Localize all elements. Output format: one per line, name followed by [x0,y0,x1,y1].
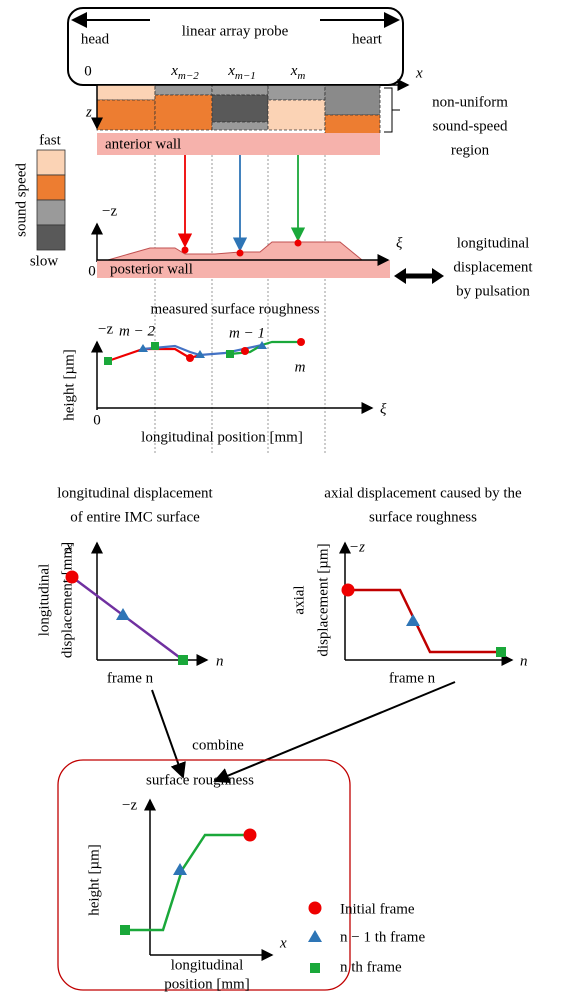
legend-marker [310,963,320,973]
legend-label: n − 1 th frame [340,929,425,945]
trace [125,835,250,930]
label: m [295,359,306,375]
marker [66,571,79,584]
point [237,250,244,257]
diagram: head linear array probe heart 0 xm−2 xm−… [0,0,565,996]
label: heart [352,31,383,47]
label: displacement [453,259,533,275]
legend-label: Initial frame [340,901,415,917]
title: axial displacement caused by the [324,485,522,501]
label: 0 [84,63,92,79]
label: fast [39,132,61,148]
arrow [152,690,183,777]
marker [244,829,257,842]
label: longitudinal [457,235,530,251]
label-part: m−2 [178,70,199,82]
label: height [µm] [86,844,102,916]
label: 0 [93,412,101,428]
label: position [mm] [164,976,249,992]
point [182,247,189,254]
title: surface roughness [146,772,254,788]
label: frame n [389,670,436,686]
label: ξ [396,235,403,251]
title: of entire IMC surface [70,509,200,525]
label: height [µm] [61,349,77,421]
label: −z [98,321,113,337]
label: sound speed [13,163,29,237]
label-part: m−1 [235,70,256,82]
label: axial [291,585,307,614]
title: longitudinal displacement [57,485,213,501]
bracket [384,88,400,132]
label: −z [102,203,117,219]
arrow [215,682,455,781]
marker [496,647,506,657]
label: n [520,653,528,669]
label: linear array probe [182,23,289,39]
legend-label: n th frame [340,959,402,975]
marker [120,925,130,935]
marker [178,655,188,665]
label: −z [349,539,365,555]
label: 0 [88,263,96,279]
legend-marker [308,930,322,942]
legend-marker [309,902,322,915]
label: head [81,31,110,47]
title: measured surface roughness [150,301,319,317]
label: longitudinal [171,957,244,973]
label: region [451,142,490,158]
label: slow [30,253,59,269]
speed-scale [37,150,65,250]
label: x [415,65,423,81]
label: non-uniform [432,94,508,110]
label: by pulsation [456,283,530,299]
roughness [108,242,362,260]
marker [116,608,130,620]
blocks [97,85,380,135]
label: x [279,935,287,951]
label: displacement [µm] [315,543,331,656]
label: longitudinal [36,564,52,637]
label: combine [192,737,244,753]
label: sound-speed [433,118,508,134]
label: n [216,653,224,669]
label: m − 1 [229,325,265,341]
point [295,240,302,247]
label: −z [122,797,137,813]
trace [348,590,500,652]
label: longitudinal position [mm] [141,429,303,445]
label: displacement [mm] [59,542,75,658]
label: anterior wall [105,136,181,152]
title: surface roughness [369,509,477,525]
marker [406,614,420,626]
label: posterior wall [110,261,193,277]
label: frame n [107,670,154,686]
label: m − 2 [119,323,155,339]
marker [342,584,355,597]
label: ξ [380,401,387,417]
label: z [85,104,92,120]
label-part: m [297,70,305,82]
